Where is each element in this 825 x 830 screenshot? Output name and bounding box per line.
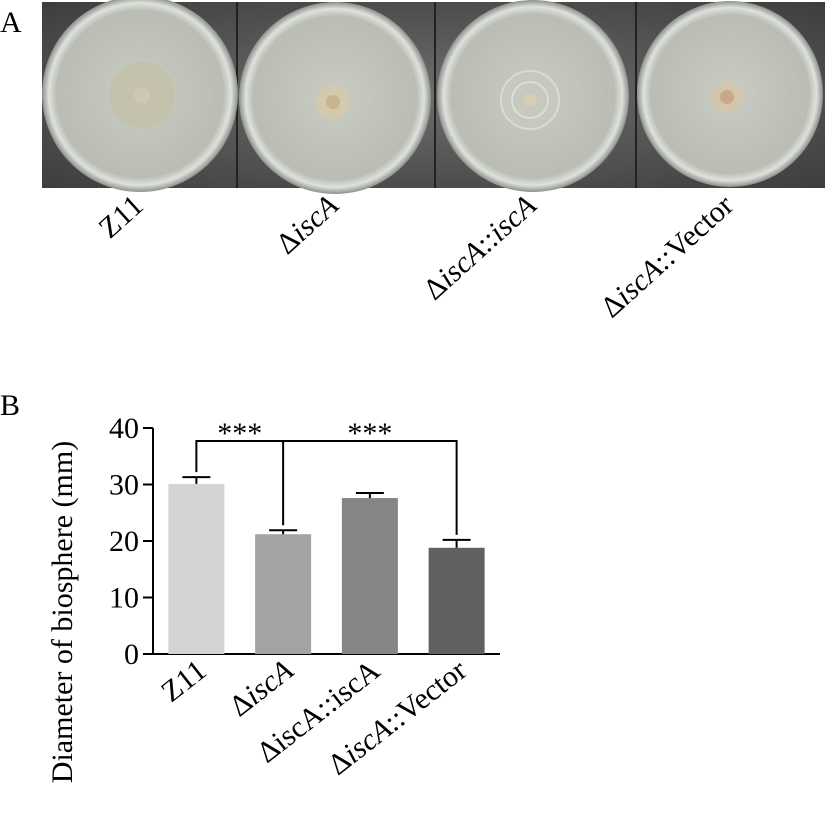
error-bar (355, 491, 384, 499)
significance-label: *** (347, 417, 392, 450)
bar (341, 498, 398, 654)
panel-label: B (0, 389, 20, 422)
x-tick-label: Z11 (155, 654, 213, 709)
y-tick-label: 0 (124, 638, 139, 671)
colony-ring (511, 81, 549, 119)
photo-label: ΔiscA::iscA (417, 188, 543, 306)
error-bar (442, 538, 471, 548)
y-tick-label: 40 (109, 412, 139, 445)
x-tick-label: ΔiscA (223, 653, 300, 723)
colony-center (134, 87, 150, 103)
y-tick-label: 10 (109, 582, 139, 615)
panel-label: A (0, 6, 22, 39)
y-tick-label: 20 (109, 525, 139, 558)
colony-center (326, 95, 340, 109)
colony-center (523, 93, 537, 107)
significance-label: *** (217, 417, 262, 450)
photo-label: ΔiscA (270, 188, 345, 260)
bar (428, 547, 485, 654)
error-bar (182, 476, 211, 484)
photo-label: ΔiscA::Vector (594, 189, 739, 325)
y-tick-label: 30 (109, 469, 139, 502)
colony-center (720, 90, 734, 104)
photo-label: Z11 (93, 189, 150, 245)
bar (168, 483, 225, 654)
bar (255, 534, 312, 654)
significance-bracket (283, 440, 458, 535)
y-axis-label: Diameter of biosphere (mm) (46, 441, 79, 783)
significance-bracket (195, 440, 285, 526)
photo-panel (42, 0, 825, 194)
error-bar (269, 529, 298, 535)
